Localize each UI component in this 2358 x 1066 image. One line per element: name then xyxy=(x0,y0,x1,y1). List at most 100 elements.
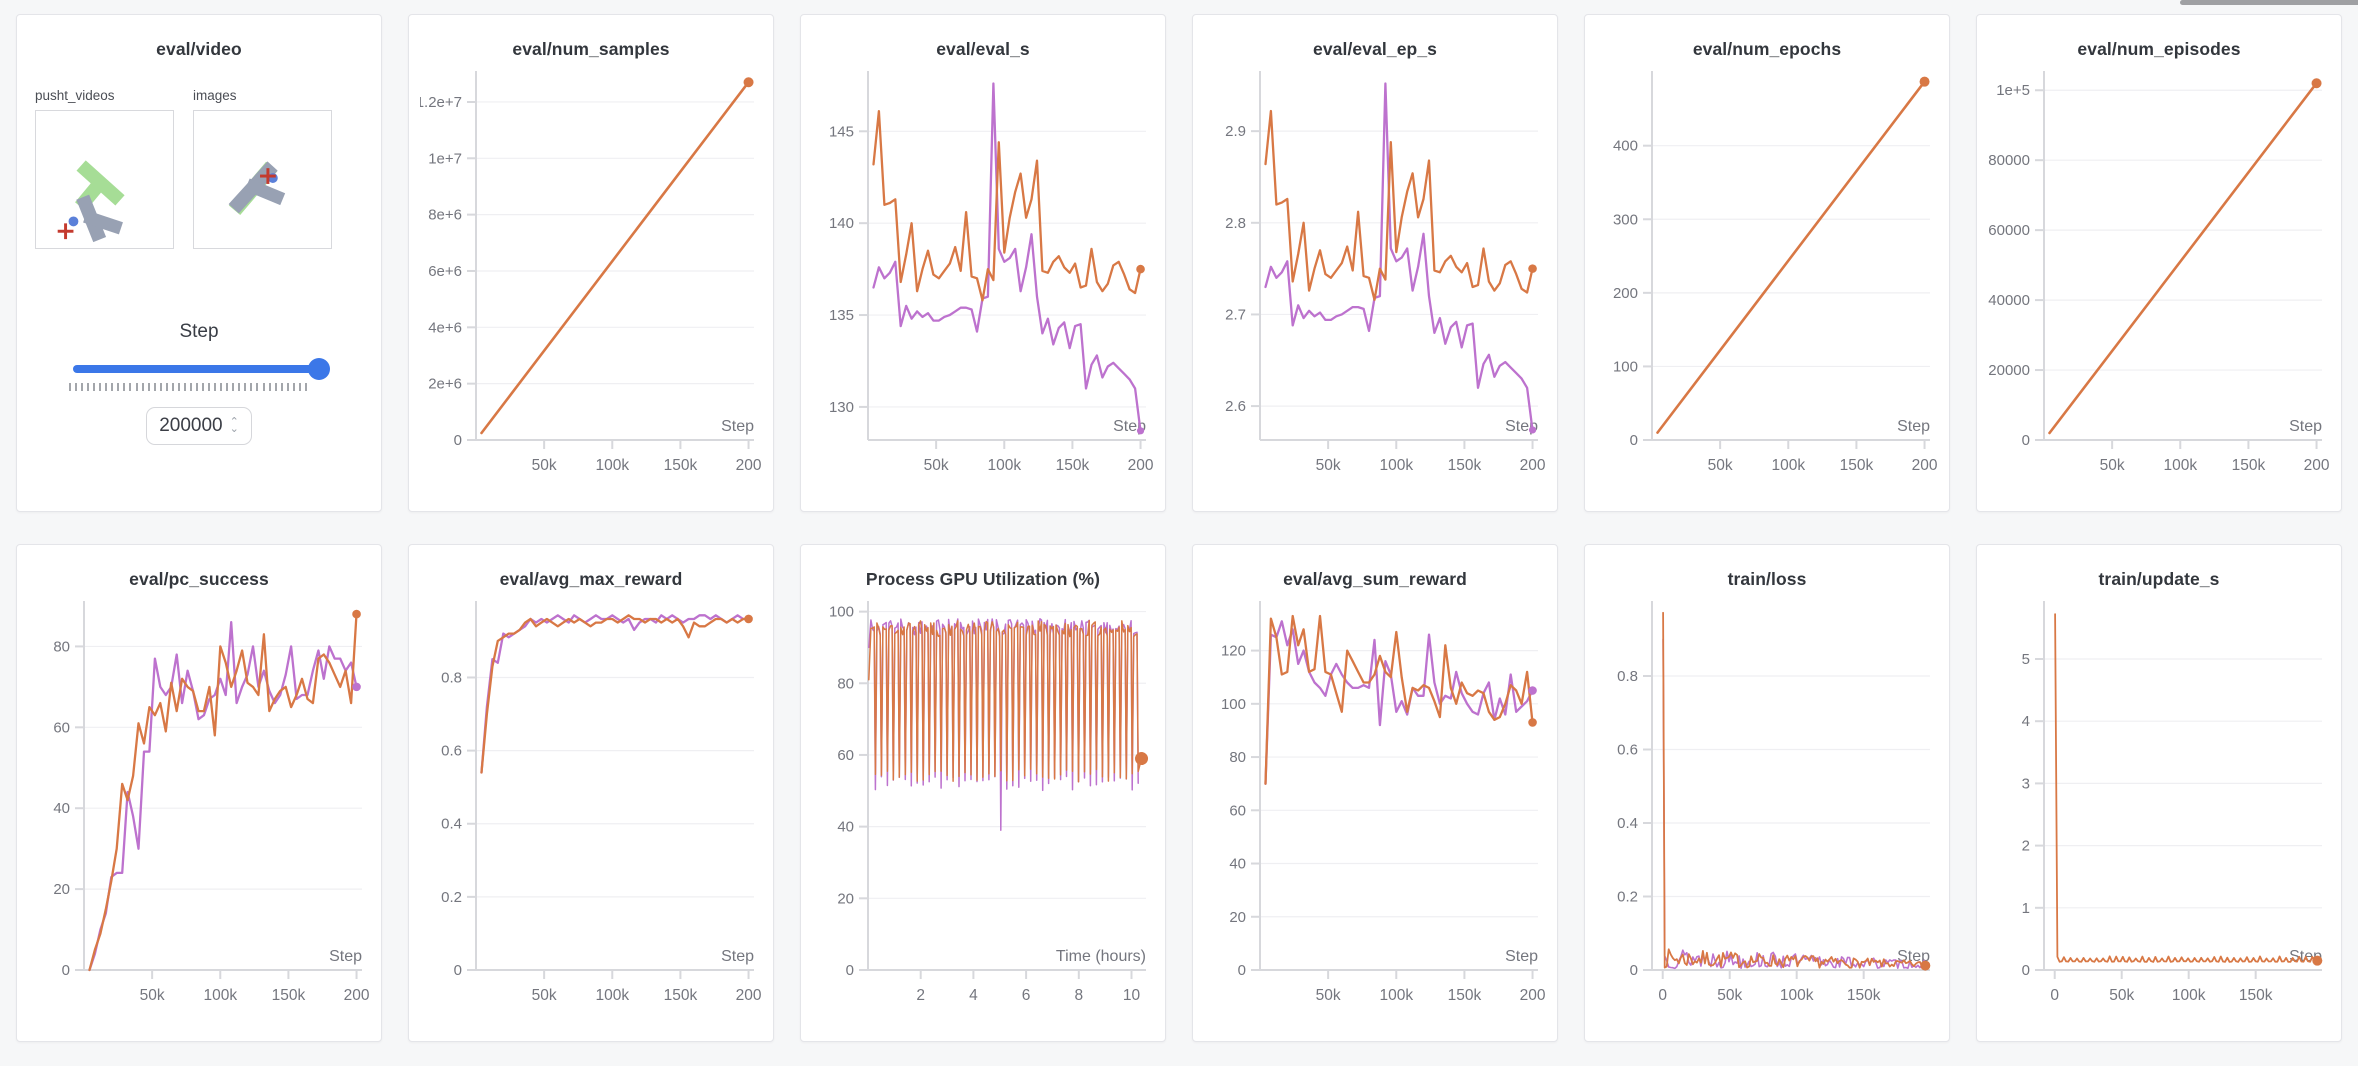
chart-canvas[interactable]: 0 20 40 60 80 100 2 4 6 8 10 Time (hours) xyxy=(812,596,1154,1008)
step-slider[interactable] xyxy=(72,357,330,381)
chart-canvas[interactable]: 0 20 40 60 80 100 120 50k 100k 150k 200 Step xyxy=(1204,596,1546,1008)
y-tick-label: 40 xyxy=(837,819,854,836)
y-tick-label: 100 xyxy=(1613,358,1638,375)
y-tick-label: 130 xyxy=(829,399,854,416)
y-tick-label: 80 xyxy=(837,675,854,692)
chart-title: eval/avg_max_reward xyxy=(499,569,683,589)
step-slider-thumb[interactable] xyxy=(307,358,330,380)
media-label: pusht_videos xyxy=(35,88,115,103)
x-axis-title: Step xyxy=(721,948,754,965)
y-tick-label: 0 xyxy=(846,962,854,979)
x-tick-label: 50k xyxy=(2109,987,2134,1004)
y-tick-label: 0.2 xyxy=(441,889,462,906)
chart-canvas[interactable]: 0 2e+6 4e+6 6e+6 8e+6 1e+7 1.2e+7 50k 100k 150k 20… xyxy=(420,66,762,478)
x-tick-label: 150k xyxy=(1056,457,1090,474)
y-tick-label: 400 xyxy=(1613,138,1638,155)
y-tick-label: 300 xyxy=(1613,211,1638,228)
panel-eval-num-episodes: eval/num_episodes 0 20000 40000 60000 80000 1e… xyxy=(1976,14,2342,512)
chart-canvas[interactable]: 0 0.2 0.4 0.6 0.8 0 50k 100k 150k Step xyxy=(1596,596,1938,1008)
x-axis-title: Step xyxy=(1505,948,1538,965)
series-end-dot-orange xyxy=(352,609,361,619)
spinner-up-icon[interactable]: ⌃ xyxy=(229,416,239,428)
series-end-dot-orange xyxy=(1528,264,1537,273)
step-slider-label: Step xyxy=(179,321,219,342)
panel-eval-num-samples: eval/num_samples 0 2e+6 4e+6 6e+6 8e+6 1e+7 1.2… xyxy=(408,14,774,512)
spinner-down-icon[interactable]: ⌄ xyxy=(229,423,239,435)
x-tick-label: 150k xyxy=(1448,987,1482,1004)
x-tick-label: 8 xyxy=(1074,987,1083,1004)
series-line-orange xyxy=(872,109,1142,302)
y-tick-label: 3 xyxy=(2022,775,2030,792)
stepper-spinner[interactable]: ⌃ ⌄ xyxy=(229,416,239,435)
series-end-dot-purple xyxy=(352,682,361,692)
x-tick-label: 50k xyxy=(1708,457,1733,474)
x-tick-label: 200 xyxy=(736,457,762,474)
y-tick-label: 0.6 xyxy=(441,743,462,760)
x-tick-label: 100k xyxy=(1379,457,1413,474)
y-tick-label: 0.2 xyxy=(1617,888,1638,905)
chart-canvas[interactable]: 0 100 200 300 400 50k 100k 150k 200 Step xyxy=(1596,66,1938,478)
chart-title: eval/eval_ep_s xyxy=(1312,39,1437,59)
series-line-purple xyxy=(1264,82,1534,432)
scrollbar-horizontal-thumb[interactable] xyxy=(2180,0,2358,5)
chart-title: eval/num_episodes xyxy=(2077,39,2241,59)
panel-eval-pc-success: eval/pc_success 0 20 40 60 80 50k 100k 150k 200 St… xyxy=(16,544,382,1042)
y-tick-label: 2.8 xyxy=(1225,215,1246,232)
chart-title: eval/num_samples xyxy=(512,39,670,59)
x-axis-title: Step xyxy=(2289,418,2322,435)
x-axis-title: Time (hours) xyxy=(1056,948,1146,965)
y-tick-label: 20 xyxy=(1229,909,1246,926)
y-tick-label: 0 xyxy=(454,962,462,979)
x-tick-label: 50k xyxy=(532,457,557,474)
series-end-dot-orange xyxy=(744,614,753,624)
panel-eval-num-epochs: eval/num_epochs 0 100 200 300 400 50k 100k 150k 2… xyxy=(1584,14,1950,512)
series-line-orange xyxy=(1264,614,1534,785)
panel-eval-avg-max-reward: eval/avg_max_reward 0 0.2 0.4 0.6 0.8 50k 100k 1… xyxy=(408,544,774,1042)
chart-canvas[interactable]: 0 20000 40000 60000 80000 1e+5 50k 100k 150k 200 S… xyxy=(1988,66,2330,478)
y-tick-label: 0 xyxy=(1238,962,1246,979)
panel-eval-eval-ep-s: eval/eval_ep_s 2.6 2.7 2.8 2.9 50k 100k 150k 200… xyxy=(1192,14,1558,512)
y-tick-label: 80 xyxy=(1229,749,1246,766)
chart-title: train/loss xyxy=(1727,569,1807,589)
y-tick-label: 2 xyxy=(2022,838,2030,855)
y-tick-label: 40 xyxy=(53,800,70,817)
x-tick-label: 2 xyxy=(916,987,925,1004)
y-tick-label: 0 xyxy=(1630,432,1638,449)
y-tick-label: 100 xyxy=(829,604,854,621)
media-item-pusht-videos: pusht_videos xyxy=(35,88,174,249)
step-slider-ruler xyxy=(69,383,307,391)
step-slider-track[interactable] xyxy=(72,365,326,373)
series-end-dot-purple xyxy=(1528,686,1537,695)
series-end-dot-orange xyxy=(2311,78,2322,89)
y-tick-label: 120 xyxy=(1221,643,1246,660)
step-number-input[interactable]: 200000 ⌃ ⌄ xyxy=(146,407,252,445)
panel-grid: eval/video pusht_videos xyxy=(16,14,2342,1042)
x-tick-label: 150k xyxy=(664,457,698,474)
y-tick-label: 60 xyxy=(53,719,70,736)
x-tick-label: 150k xyxy=(2232,457,2266,474)
x-axis-title: Step xyxy=(721,418,754,435)
series-end-dot-orange xyxy=(1136,264,1145,274)
y-tick-label: 0 xyxy=(1630,962,1638,979)
series-end-dot-orange xyxy=(2312,955,2323,966)
y-tick-label: 0.4 xyxy=(441,816,462,833)
x-tick-label: 0 xyxy=(2050,987,2059,1004)
pusht-video-thumbnail[interactable] xyxy=(35,110,174,249)
y-tick-label: 4 xyxy=(2022,713,2030,730)
x-tick-label: 50k xyxy=(1717,987,1742,1004)
x-tick-label: 200 xyxy=(344,987,370,1004)
images-thumbnail[interactable] xyxy=(193,110,332,249)
series-line-orange xyxy=(868,619,1143,783)
chart-canvas[interactable]: 0 20 40 60 80 50k 100k 150k 200 Step xyxy=(28,596,370,1008)
x-tick-label: 0 xyxy=(1658,987,1667,1004)
y-tick-label: 60 xyxy=(1229,802,1246,819)
video-panel-title: eval/video xyxy=(156,39,242,59)
x-tick-label: 50k xyxy=(1316,987,1341,1004)
x-tick-label: 200 xyxy=(1128,457,1154,474)
x-axis-title: Step xyxy=(1897,418,1930,435)
chart-canvas[interactable]: 0 0.2 0.4 0.6 0.8 50k 100k 150k 200 Step xyxy=(420,596,762,1008)
chart-title: Process GPU Utilization (%) xyxy=(865,569,1101,589)
